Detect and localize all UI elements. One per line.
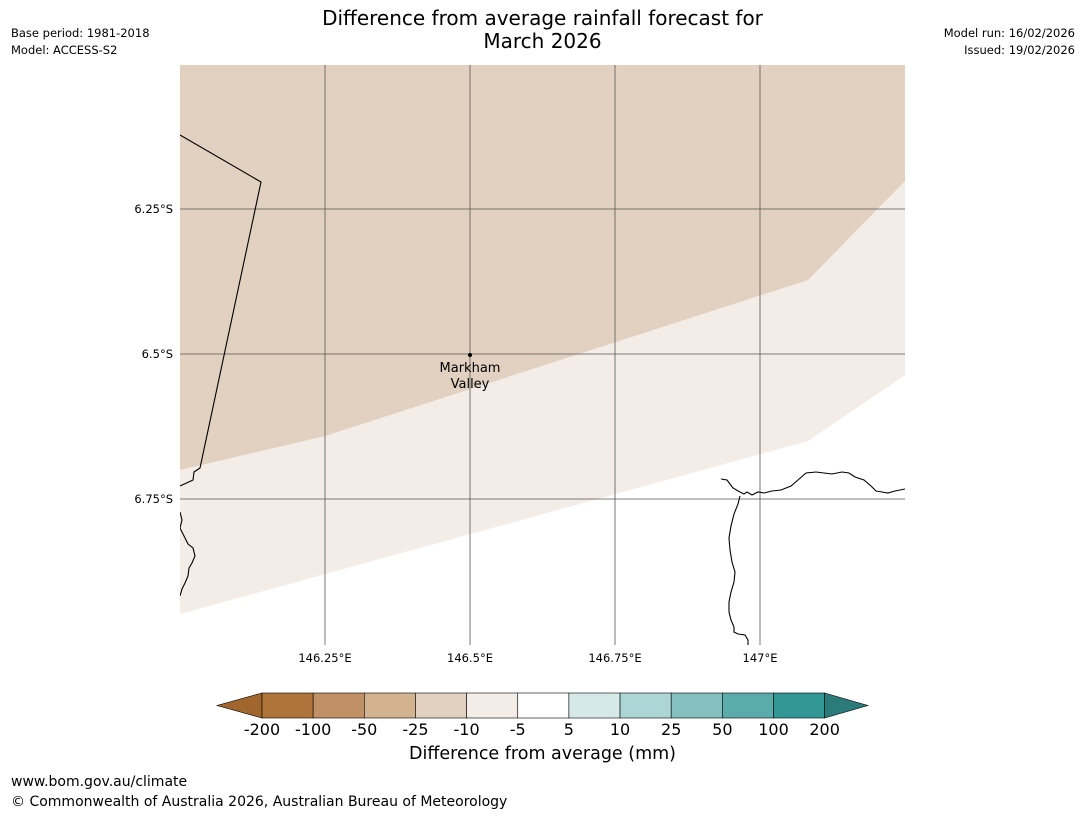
- model-text: Model: ACCESS-S2: [11, 43, 118, 57]
- lon-label: 147°E: [743, 651, 778, 665]
- coastline-east: [720, 471, 905, 496]
- coastline-west: [180, 511, 196, 597]
- colorbar-tick-label: 100: [758, 720, 789, 739]
- meta-left: Base period: 1981-2018 Model: ACCESS-S2: [11, 25, 150, 59]
- colorbar-title: Difference from average (mm): [408, 744, 677, 764]
- coastline: [180, 134, 905, 645]
- colorbar-tick-label: 50: [712, 720, 732, 739]
- colorbar-swatch: [619, 692, 672, 719]
- colorbar-swatch: [568, 692, 621, 719]
- colorbar-extend-left: [215, 692, 263, 719]
- base-period-text: Base period: 1981-2018: [11, 26, 150, 40]
- map-title-line2: March 2026: [483, 29, 602, 53]
- lat-label: 6.25°S: [134, 202, 173, 216]
- colorbar-swatches: [215, 692, 870, 719]
- province-boundary: [180, 134, 262, 487]
- footer-url[interactable]: www.bom.gov.au/climate: [11, 774, 188, 790]
- graticule: [180, 65, 905, 645]
- colorbar-swatch: [312, 692, 365, 719]
- colorbar-swatch: [517, 692, 570, 719]
- colorbar-tick-label: 200: [809, 720, 840, 739]
- colorbar-tick-label: -200: [244, 720, 280, 739]
- lat-labels: 6.25°S 6.5°S 6.75°S: [134, 202, 173, 506]
- colorbar-tick-label: 25: [661, 720, 681, 739]
- colorbar-swatch: [670, 692, 723, 719]
- colorbar-tick-label: -5: [510, 720, 526, 739]
- band-tan-below-average: [180, 65, 905, 470]
- colorbar-tick-label: -10: [454, 720, 480, 739]
- coastline-south: [728, 495, 749, 645]
- map-title-line1: Difference from average rainfall forecas…: [322, 6, 763, 30]
- colorbar-swatch: [466, 692, 519, 719]
- colorbar-swatch: [261, 692, 314, 719]
- lon-label: 146.75°E: [588, 651, 641, 665]
- colorbar-swatch: [363, 692, 416, 719]
- meta-right: Model run: 16/02/2026 Issued: 19/02/2026: [944, 25, 1075, 59]
- colorbar-ticks: -200 -100 -50 -25 -10 -5 5 10 25 50 100 200: [244, 720, 840, 739]
- model-run-text: Model run: 16/02/2026: [943, 26, 1075, 40]
- colorbar-tick-label: -100: [295, 720, 331, 739]
- map-area: Markham Valley: [180, 65, 905, 645]
- place-label-line2: Valley: [451, 377, 490, 392]
- colorbar-tick-label: -50: [351, 720, 377, 739]
- lat-label: 6.5°S: [142, 347, 173, 361]
- footer-copyright: © Commonwealth of Australia 2026, Austra…: [11, 794, 508, 810]
- colorbar-tick-label: 5: [564, 720, 574, 739]
- colorbar-tick-label: -25: [402, 720, 428, 739]
- lon-label: 146.5°E: [447, 651, 493, 665]
- place-markham-valley[interactable]: Markham Valley: [440, 353, 501, 392]
- colorbar-swatch: [722, 692, 774, 719]
- colorbar-extend-right: [824, 692, 870, 719]
- place-marker-icon: [468, 353, 472, 357]
- colorbar-swatch: [415, 692, 467, 719]
- colorbar-swatch: [773, 692, 825, 719]
- lon-label: 146.25°E: [298, 651, 351, 665]
- place-label-line1: Markham: [440, 361, 501, 376]
- colorbar-tick-label: 10: [610, 720, 630, 739]
- issued-text: Issued: 19/02/2026: [964, 43, 1075, 57]
- map-title: Difference from average rainfall forecas…: [0, 7, 1085, 53]
- lat-label: 6.75°S: [134, 492, 173, 506]
- lon-labels: 146.25°E 146.5°E 146.75°E 147°E: [298, 651, 777, 665]
